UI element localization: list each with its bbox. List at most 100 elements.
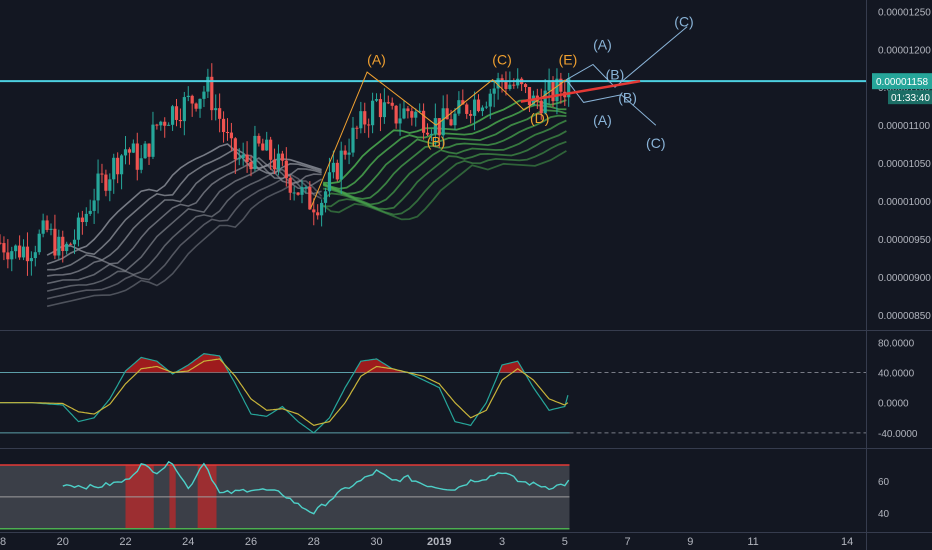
gray-ma-line: [46, 173, 322, 300]
candle-body: [206, 76, 210, 92]
candle-body: [288, 177, 292, 193]
candle-body: [500, 78, 504, 81]
candle-body: [182, 97, 186, 122]
candle-body: [135, 143, 139, 170]
candle-body: [429, 133, 434, 135]
candle-body: [437, 118, 441, 136]
wave-label: (B): [427, 133, 446, 149]
candle-body: [359, 111, 363, 129]
time-tick-label: 24: [182, 536, 194, 548]
wave-label: (A): [593, 112, 612, 128]
candle-body: [512, 84, 516, 86]
candle-body: [127, 149, 132, 153]
candle-body: [72, 239, 77, 245]
candle-body: [41, 220, 45, 234]
candle-body: [480, 107, 485, 112]
candle-body: [151, 124, 155, 157]
price-tick-label: 0.00000850: [878, 311, 931, 322]
candle-body: [300, 187, 304, 195]
candle-body: [186, 95, 190, 98]
candle-body: [308, 186, 312, 210]
candle-body: [6, 252, 10, 260]
candle-body: [139, 158, 143, 170]
time-tick-label: 11: [747, 536, 758, 548]
candle-body: [280, 153, 284, 161]
candle-body: [453, 113, 457, 126]
candle-body: [119, 155, 124, 175]
rsi-pane: 60 40: [0, 460, 890, 530]
green-ma-line: [322, 109, 567, 195]
candle-body: [249, 161, 253, 170]
gray-ma-line: [46, 157, 322, 277]
candle-body: [108, 179, 112, 191]
candle-body: [551, 80, 555, 102]
wave-label: (B): [606, 67, 625, 83]
time-tick-label: 14: [841, 536, 853, 548]
candle-body: [100, 173, 104, 175]
rsi-tick-label: 40: [878, 509, 890, 520]
rsi-tick-label: 60: [878, 477, 890, 488]
candle-body: [88, 210, 92, 214]
candle-body: [421, 110, 426, 133]
green-ma-line: [323, 140, 567, 216]
candle-body: [202, 91, 206, 99]
candle-body: [14, 245, 18, 252]
moving-average-ribbons: [46, 99, 567, 308]
candle-body: [472, 99, 477, 116]
candle-body: [327, 172, 332, 192]
price-tick-label: 0.00000900: [878, 273, 931, 284]
time-tick-label: 28: [308, 536, 320, 548]
overbought-fill: [0, 353, 568, 373]
candle-body: [194, 103, 198, 109]
candle-body: [398, 118, 402, 124]
candle-body: [131, 143, 135, 153]
oscillator-tick-label: 0.0000: [878, 399, 909, 410]
candle-body: [104, 174, 108, 191]
candle-body: [488, 93, 492, 107]
candle-body: [539, 100, 543, 114]
candle-body: [241, 154, 245, 159]
candle-body: [567, 78, 571, 98]
candle-body: [433, 118, 437, 134]
last-price-badge: [872, 73, 932, 90]
candle-body: [159, 121, 163, 126]
candle-body: [425, 132, 430, 135]
candle-body: [347, 152, 351, 155]
candle-body: [233, 138, 237, 160]
candle-body: [382, 102, 386, 118]
candle-body: [418, 110, 422, 112]
gray-ma-line: [46, 143, 322, 256]
candle-body: [76, 217, 81, 240]
candle-body: [25, 246, 30, 262]
candle-body: [2, 243, 6, 253]
red-trendline: [520, 79, 641, 103]
candle-body: [555, 78, 559, 102]
oscillator-line: [0, 358, 569, 427]
candle-body: [68, 243, 73, 245]
candle-body: [390, 102, 394, 106]
candle-body: [276, 153, 281, 170]
candle-body: [147, 143, 151, 157]
candle-body: [253, 135, 257, 170]
wave-label: (D): [530, 110, 549, 126]
candle-body: [178, 119, 183, 122]
candle-body: [33, 252, 37, 259]
candle-body: [296, 192, 300, 195]
green-ma-line: [322, 114, 567, 200]
oscillator-tick-label: 80.0000: [878, 338, 915, 349]
candle-body: [174, 106, 179, 120]
candle-body: [320, 202, 324, 216]
candle-body: [155, 124, 159, 126]
candle-body: [476, 99, 481, 112]
elliott-wave-annotations: (A) (B) (C) (D) (E) (A) (B) (C) (B) (A) (C): [0, 14, 866, 209]
wave-projection-path: [566, 26, 688, 88]
candle-body: [112, 157, 116, 180]
candle-body: [465, 104, 469, 114]
candle-body: [496, 78, 500, 89]
candle-body: [449, 119, 453, 126]
time-tick-label: 7: [624, 536, 630, 548]
time-tick-label: 20: [57, 536, 69, 548]
candle-body: [198, 98, 202, 109]
price-tick-label: 0.00001050: [878, 159, 931, 170]
